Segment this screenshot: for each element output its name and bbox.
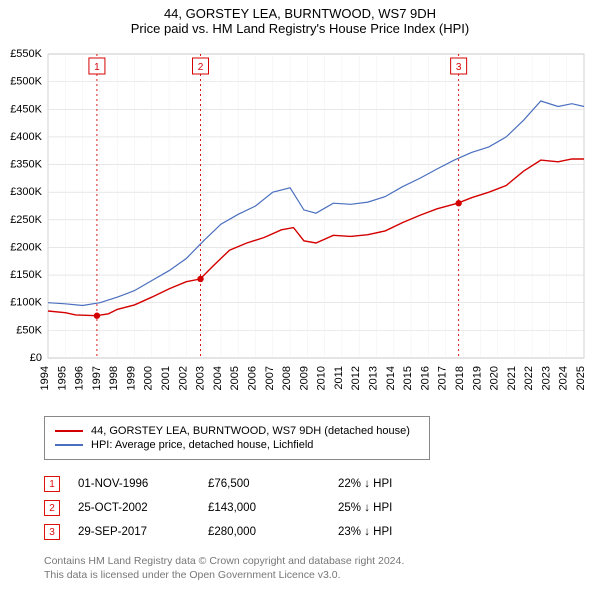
svg-text:2004: 2004: [212, 366, 224, 390]
svg-text:2005: 2005: [229, 366, 241, 390]
footer-line: Contains HM Land Registry data © Crown c…: [44, 554, 404, 568]
svg-text:1995: 1995: [56, 366, 68, 390]
svg-text:£50K: £50K: [16, 324, 42, 336]
chart-title-desc: Price paid vs. HM Land Registry's House …: [0, 21, 600, 36]
svg-text:2016: 2016: [419, 366, 431, 390]
sale-price: £280,000: [208, 526, 338, 538]
svg-text:2020: 2020: [489, 366, 501, 390]
svg-text:2006: 2006: [246, 366, 258, 390]
svg-text:2002: 2002: [177, 366, 189, 390]
legend-item: 44, GORSTEY LEA, BURNTWOOD, WS7 9DH (det…: [55, 425, 419, 437]
legend-item: HPI: Average price, detached house, Lich…: [55, 439, 419, 451]
svg-text:2001: 2001: [160, 366, 172, 390]
sale-date: 01-NOV-1996: [78, 478, 208, 490]
svg-text:£500K: £500K: [10, 76, 42, 88]
svg-text:£0: £0: [30, 352, 42, 364]
svg-text:1: 1: [94, 62, 100, 73]
svg-text:£450K: £450K: [10, 103, 42, 115]
svg-text:2008: 2008: [281, 366, 293, 390]
sale-delta: 25% ↓ HPI: [338, 502, 458, 514]
table-row: 1 01-NOV-1996 £76,500 22% ↓ HPI: [44, 476, 564, 492]
sale-delta: 23% ↓ HPI: [338, 526, 458, 538]
svg-text:£200K: £200K: [10, 241, 42, 253]
svg-text:£250K: £250K: [10, 214, 42, 226]
footer-line: This data is licensed under the Open Gov…: [44, 568, 404, 582]
svg-text:2022: 2022: [523, 366, 535, 390]
sale-price: £76,500: [208, 478, 338, 490]
svg-text:2009: 2009: [298, 366, 310, 390]
chart-legend: 44, GORSTEY LEA, BURNTWOOD, WS7 9DH (det…: [44, 416, 430, 460]
svg-text:1999: 1999: [125, 366, 137, 390]
svg-text:2010: 2010: [316, 366, 328, 390]
svg-text:2019: 2019: [471, 366, 483, 390]
svg-text:2015: 2015: [402, 366, 414, 390]
svg-text:2003: 2003: [195, 366, 207, 390]
price-chart: £0 £50K £100K £150K £200K £250K £300K £350K £400…: [0, 44, 600, 404]
svg-text:2023: 2023: [540, 366, 552, 390]
svg-text:3: 3: [456, 62, 462, 73]
svg-text:1997: 1997: [91, 366, 103, 390]
svg-text:1998: 1998: [108, 366, 120, 390]
svg-text:2012: 2012: [350, 366, 362, 390]
svg-text:2021: 2021: [506, 366, 518, 390]
sale-price: £143,000: [208, 502, 338, 514]
svg-text:£300K: £300K: [10, 186, 42, 198]
chart-title-address: 44, GORSTEY LEA, BURNTWOOD, WS7 9DH: [0, 6, 600, 21]
svg-text:2: 2: [198, 62, 204, 73]
sale-date: 29-SEP-2017: [78, 526, 208, 538]
svg-text:£400K: £400K: [10, 131, 42, 143]
svg-text:2000: 2000: [143, 366, 155, 390]
legend-label: HPI: Average price, detached house, Lich…: [91, 439, 313, 451]
svg-text:2024: 2024: [558, 366, 570, 390]
sale-badge: 1: [44, 476, 60, 492]
legend-label: 44, GORSTEY LEA, BURNTWOOD, WS7 9DH (det…: [91, 425, 410, 437]
svg-text:2011: 2011: [333, 366, 345, 390]
svg-text:£100K: £100K: [10, 297, 42, 309]
svg-text:£150K: £150K: [10, 269, 42, 281]
svg-text:2013: 2013: [368, 366, 380, 390]
table-row: 2 25-OCT-2002 £143,000 25% ↓ HPI: [44, 500, 564, 516]
table-row: 3 29-SEP-2017 £280,000 23% ↓ HPI: [44, 524, 564, 540]
svg-text:1996: 1996: [74, 366, 86, 390]
footer-attribution: Contains HM Land Registry data © Crown c…: [44, 554, 404, 582]
svg-text:1994: 1994: [39, 366, 51, 390]
svg-text:2007: 2007: [264, 366, 276, 390]
sale-delta: 22% ↓ HPI: [338, 478, 458, 490]
sale-badge: 3: [44, 524, 60, 540]
sales-table: 1 01-NOV-1996 £76,500 22% ↓ HPI 2 25-OCT…: [44, 468, 564, 548]
svg-text:2014: 2014: [385, 366, 397, 390]
sale-badge: 2: [44, 500, 60, 516]
sale-date: 25-OCT-2002: [78, 502, 208, 514]
svg-text:2017: 2017: [437, 366, 449, 390]
legend-swatch: [55, 430, 83, 432]
svg-text:2025: 2025: [575, 366, 587, 390]
svg-text:£350K: £350K: [10, 159, 42, 171]
legend-swatch: [55, 444, 83, 446]
svg-text:£550K: £550K: [10, 48, 42, 60]
svg-text:2018: 2018: [454, 366, 466, 390]
